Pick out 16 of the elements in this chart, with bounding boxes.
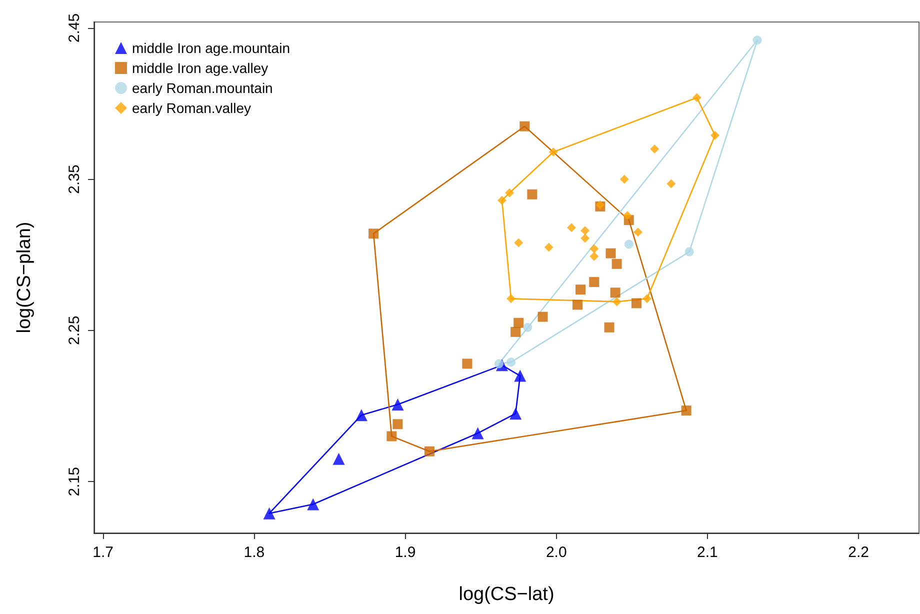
y-tick-label: 2.15 <box>66 466 83 496</box>
legend-label: early Roman.mountain <box>132 80 273 96</box>
x-tick-label: 1.9 <box>394 544 416 561</box>
x-tick-label: 1.7 <box>92 544 114 561</box>
y-axis-title: log(CS−plan) <box>14 222 35 334</box>
legend-label: early Roman.valley <box>132 100 252 116</box>
x-axis-title: log(CS−lat) <box>458 584 554 605</box>
x-tick-label: 1.8 <box>244 544 265 561</box>
y-tick-label: 2.35 <box>66 164 83 194</box>
x-tick-label: 2.2 <box>848 544 869 561</box>
x-tick-label: 2.1 <box>697 544 718 561</box>
legend-label: middle Iron age.valley <box>132 60 268 76</box>
y-tick-label: 2.25 <box>66 316 83 346</box>
y-tick-label: 2.45 <box>66 13 83 43</box>
legend-label: middle Iron age.mountain <box>132 40 290 56</box>
x-tick-label: 2.0 <box>546 544 567 561</box>
